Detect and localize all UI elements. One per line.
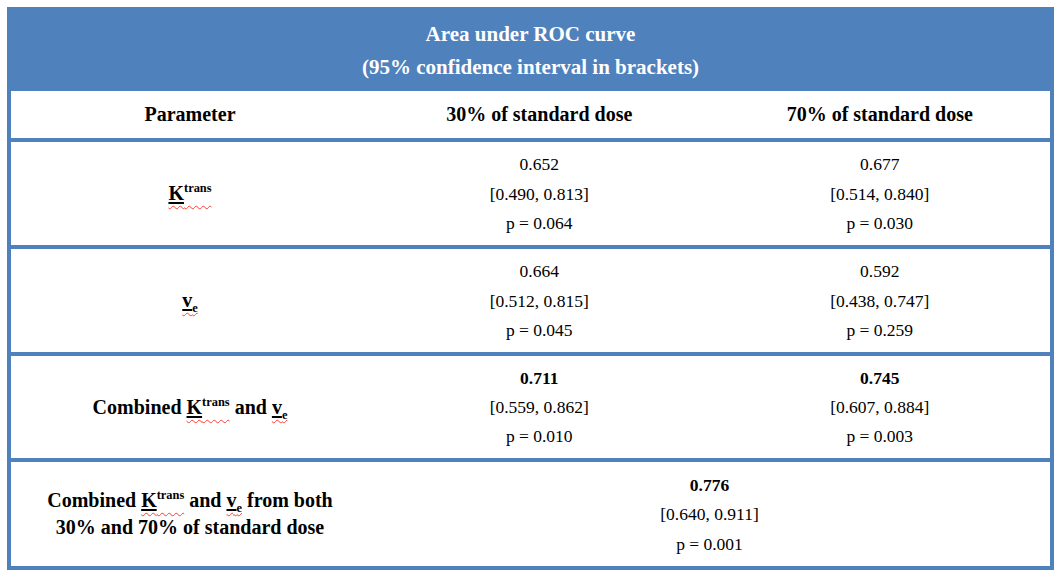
parameter-cell-ve: ve (11, 249, 369, 352)
parameter-cell-combined: Combined Ktrans and ve (11, 356, 369, 458)
parameter-label-ve: ve (182, 287, 198, 314)
table-row-ve: ve 0.664 [0.512, 0.815] p = 0.045 0.592 … (11, 249, 1050, 352)
confidence-interval: [0.559, 0.862] (490, 396, 589, 418)
p-value: p = 0.001 (676, 533, 743, 555)
confidence-interval: [0.490, 0.813] (490, 183, 589, 205)
stat-cell-combined-both-merged: 0.776 [0.640, 0.911] p = 0.001 (369, 462, 1050, 566)
auc-value: 0.677 (860, 153, 899, 175)
parameter-label-ktrans: Ktrans (168, 180, 211, 207)
stat-cell-ktrans-dose30: 0.652 [0.490, 0.813] p = 0.064 (369, 142, 710, 245)
parameter-cell-combined-both: Combined Ktrans and ve from both 30% and… (11, 462, 369, 566)
parameter-cell-ktrans: Ktrans (11, 142, 369, 245)
confidence-interval: [0.438, 0.747] (830, 290, 929, 312)
auc-value: 0.745 (860, 367, 899, 389)
stat-cell-combined-dose30: 0.711 [0.559, 0.862] p = 0.010 (369, 356, 710, 458)
table-row-combined: Combined Ktrans and ve 0.711 [0.559, 0.8… (11, 356, 1050, 458)
parameter-line1: Combined Ktrans and ve from both (47, 489, 333, 511)
auc-value: 0.652 (520, 153, 559, 175)
stat-cell-ve-dose70: 0.592 [0.438, 0.747] p = 0.259 (710, 249, 1051, 352)
p-value: p = 0.259 (846, 319, 913, 341)
parameter-line2: 30% and 70% of standard dose (56, 516, 324, 538)
stat-cell-combined-dose70: 0.745 [0.607, 0.884] p = 0.003 (710, 356, 1051, 458)
page: Area under ROC curve (95% confidence int… (0, 0, 1061, 577)
p-value: p = 0.045 (506, 319, 573, 341)
auc-value: 0.592 (860, 260, 899, 282)
p-value: p = 0.064 (506, 212, 573, 234)
parameter-label-combined-both: Combined Ktrans and ve from both 30% and… (47, 487, 333, 541)
column-header-dose30: 30% of standard dose (369, 103, 710, 126)
confidence-interval: [0.512, 0.815] (490, 290, 589, 312)
parameter-label-combined: Combined Ktrans and ve (93, 394, 288, 421)
p-value: p = 0.003 (846, 425, 913, 447)
p-value: p = 0.010 (506, 425, 573, 447)
auc-value: 0.711 (520, 367, 558, 389)
auc-value: 0.664 (520, 260, 559, 282)
column-header-parameter: Parameter (11, 103, 369, 126)
auc-value: 0.776 (690, 474, 729, 496)
stat-cell-ktrans-dose70: 0.677 [0.514, 0.840] p = 0.030 (710, 142, 1051, 245)
stat-cell-ve-dose30: 0.664 [0.512, 0.815] p = 0.045 (369, 249, 710, 352)
column-header-row: Parameter 30% of standard dose 70% of st… (11, 91, 1050, 138)
table-row-ktrans: Ktrans 0.652 [0.490, 0.813] p = 0.064 0.… (11, 142, 1050, 245)
table-title-band: Area under ROC curve (95% confidence int… (11, 11, 1050, 91)
confidence-interval: [0.607, 0.884] (830, 396, 929, 418)
table-row-combined-both: Combined Ktrans and ve from both 30% and… (11, 462, 1050, 566)
table-title-line2: (95% confidence interval in brackets) (362, 51, 699, 84)
table-title-line1: Area under ROC curve (426, 18, 636, 51)
confidence-interval: [0.640, 0.911] (660, 503, 759, 525)
roc-auc-table: Area under ROC curve (95% confidence int… (7, 7, 1054, 570)
confidence-interval: [0.514, 0.840] (830, 183, 929, 205)
column-header-dose70: 70% of standard dose (710, 103, 1051, 126)
p-value: p = 0.030 (846, 212, 913, 234)
